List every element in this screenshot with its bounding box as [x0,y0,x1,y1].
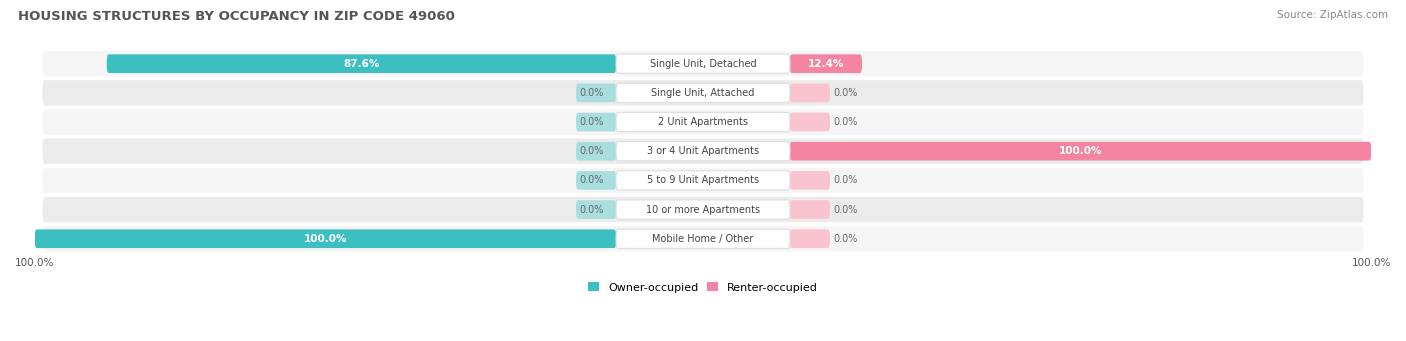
Text: Mobile Home / Other: Mobile Home / Other [652,234,754,244]
FancyBboxPatch shape [790,171,830,190]
Text: 10 or more Apartments: 10 or more Apartments [645,205,761,214]
Text: 87.6%: 87.6% [343,59,380,69]
Text: 12.4%: 12.4% [807,59,844,69]
Text: 0.0%: 0.0% [579,88,603,98]
FancyBboxPatch shape [107,54,616,73]
FancyBboxPatch shape [576,171,616,190]
Text: 0.0%: 0.0% [579,205,603,214]
Text: 0.0%: 0.0% [834,175,858,186]
FancyBboxPatch shape [41,50,1365,77]
Legend: Owner-occupied, Renter-occupied: Owner-occupied, Renter-occupied [588,282,818,293]
FancyBboxPatch shape [790,229,830,248]
FancyBboxPatch shape [41,79,1365,107]
FancyBboxPatch shape [616,142,790,161]
Text: 2 Unit Apartments: 2 Unit Apartments [658,117,748,127]
FancyBboxPatch shape [35,229,616,248]
Text: HOUSING STRUCTURES BY OCCUPANCY IN ZIP CODE 49060: HOUSING STRUCTURES BY OCCUPANCY IN ZIP C… [18,10,456,23]
FancyBboxPatch shape [616,229,790,248]
FancyBboxPatch shape [576,142,616,161]
Text: 0.0%: 0.0% [579,117,603,127]
FancyBboxPatch shape [616,83,790,103]
FancyBboxPatch shape [576,84,616,102]
FancyBboxPatch shape [790,200,830,219]
Text: 3 or 4 Unit Apartments: 3 or 4 Unit Apartments [647,146,759,156]
Text: 0.0%: 0.0% [834,88,858,98]
Text: 100.0%: 100.0% [304,234,347,244]
FancyBboxPatch shape [41,108,1365,136]
FancyBboxPatch shape [41,196,1365,223]
FancyBboxPatch shape [790,142,1371,161]
FancyBboxPatch shape [790,54,862,73]
Text: 0.0%: 0.0% [834,117,858,127]
FancyBboxPatch shape [576,113,616,131]
Text: 5 to 9 Unit Apartments: 5 to 9 Unit Apartments [647,175,759,186]
FancyBboxPatch shape [616,200,790,219]
Text: 0.0%: 0.0% [579,146,603,156]
Text: 0.0%: 0.0% [834,234,858,244]
FancyBboxPatch shape [41,225,1365,252]
Text: Single Unit, Attached: Single Unit, Attached [651,88,755,98]
Text: Single Unit, Detached: Single Unit, Detached [650,59,756,69]
FancyBboxPatch shape [41,137,1365,165]
FancyBboxPatch shape [790,84,830,102]
Text: 0.0%: 0.0% [579,175,603,186]
FancyBboxPatch shape [790,113,830,131]
Text: 0.0%: 0.0% [834,205,858,214]
Text: Source: ZipAtlas.com: Source: ZipAtlas.com [1277,10,1388,20]
FancyBboxPatch shape [616,113,790,132]
FancyBboxPatch shape [616,54,790,73]
Text: 100.0%: 100.0% [1059,146,1102,156]
FancyBboxPatch shape [616,171,790,190]
FancyBboxPatch shape [576,200,616,219]
FancyBboxPatch shape [41,167,1365,194]
